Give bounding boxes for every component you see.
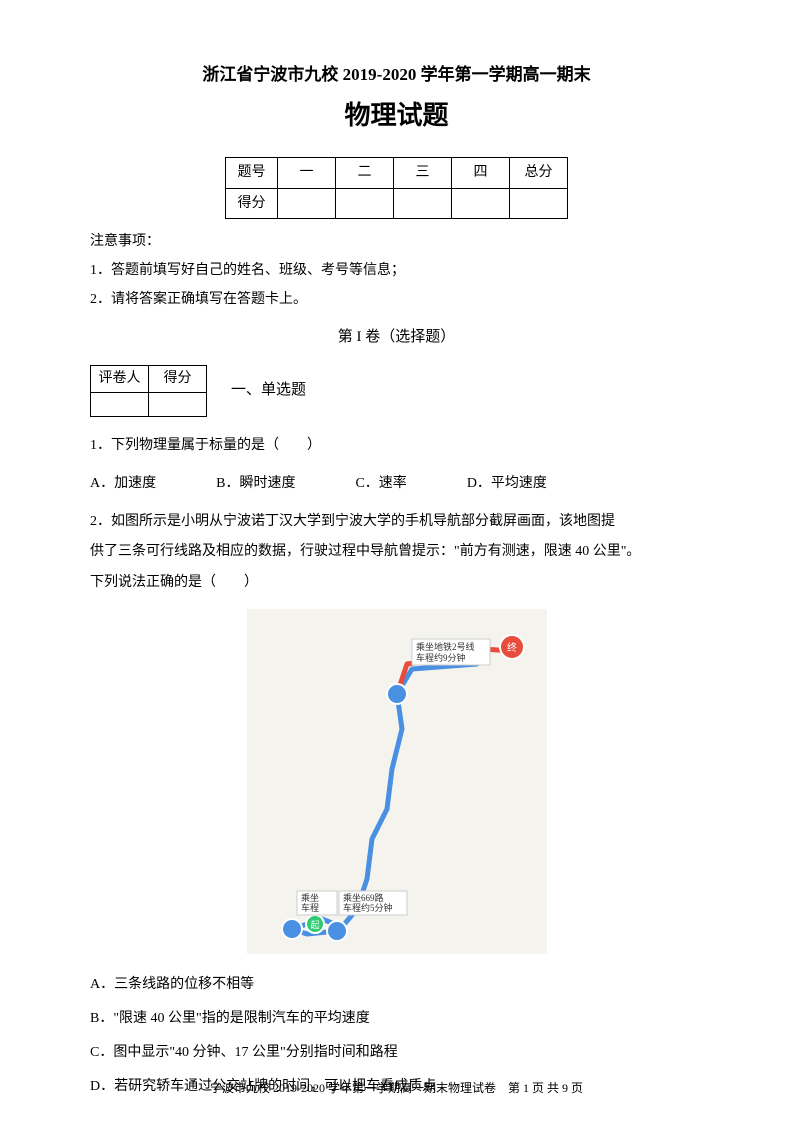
q2-stem: 2．如图所示是小明从宁波诺丁汉大学到宁波大学的手机导航部分截屏画面，该地图提 供… [90,507,703,599]
map-label-b2-l1: 乘坐669路 [343,892,384,903]
start-marker-1 [282,919,302,939]
q1-opt-d: D．平均速度 [467,471,547,496]
q1-options: A．加速度 B．瞬时速度 C．速率 D．平均速度 [90,471,703,496]
subsection-title: 一、单选题 [231,377,306,404]
score-table: 题号 一 二 三 四 总分 得分 [225,157,568,218]
notice-item-1: 1．答题前填写好自己的姓名、班级、考号等信息； [90,258,703,283]
q2-opt-c: C．图中显示"40 分钟、17 公里"分别指时间和路程 [90,1039,703,1067]
score-row-label: 得分 [226,188,278,218]
map-label-b2-l2: 车程约5分钟 [343,902,393,913]
score-cell [452,188,510,218]
map-svg: 终 起 乘坐地铁2号线 车程约9分钟 乘坐 车程 乘坐669路 车程约5分钟 [247,609,547,954]
score-col-3: 三 [394,158,452,188]
section-1-title: 第 I 卷（选择题） [90,324,703,351]
q2-stem-3: 下列说法正确的是（ ） [90,575,258,590]
q2-stem-1: 2．如图所示是小明从宁波诺丁汉大学到宁波大学的手机导航部分截屏画面，该地图提 [90,514,615,529]
score-cell [336,188,394,218]
score-col-1: 一 [278,158,336,188]
end-marker-text: 终 [507,641,517,654]
start-marker-text: 起 [310,920,319,930]
title-line1: 浙江省宁波市九校 2019-2020 学年第一学期高一期末 [90,60,703,91]
map-label-top-l1: 乘坐地铁2号线 [416,641,475,652]
title-line2: 物理试题 [90,93,703,140]
grader-cell [91,392,149,416]
notice-item-2: 2．请将答案正确填写在答题卡上。 [90,287,703,312]
grader-row: 评卷人 得分 一、单选题 [90,365,703,416]
notice-title: 注意事项： [90,229,703,254]
score-col-total: 总分 [510,158,568,188]
score-cell [510,188,568,218]
q1-opt-b: B．瞬时速度 [216,471,295,496]
grader-col-2: 得分 [149,366,207,392]
grader-cell [149,392,207,416]
q1-opt-c: C．速率 [355,471,406,496]
mid-marker [387,684,407,704]
q1-stem: 1．下列物理量属于标量的是（ ） [90,431,703,462]
score-cell [278,188,336,218]
grader-table: 评卷人 得分 [90,365,207,416]
score-cell [394,188,452,218]
score-header-label: 题号 [226,158,278,188]
map-label-top-l2: 车程约9分钟 [416,652,466,663]
map-label-b1-l1: 乘坐 [301,892,319,903]
score-col-2: 二 [336,158,394,188]
map-figure: 终 起 乘坐地铁2号线 车程约9分钟 乘坐 车程 乘坐669路 车程约5分钟 [90,609,703,963]
q1-opt-a: A．加速度 [90,471,156,496]
map-label-b1-l2: 车程 [301,902,319,913]
page-footer: 宁波市九校 2019-2020 学年第一学期高一期末物理试卷 第 1 页 共 9… [0,1078,793,1100]
grader-col-1: 评卷人 [91,366,149,392]
start-marker-2 [327,921,347,941]
q2-opt-b: B．"限速 40 公里"指的是限制汽车的平均速度 [90,1005,703,1033]
score-col-4: 四 [452,158,510,188]
q2-stem-2: 供了三条可行线路及相应的数据，行驶过程中导航曾提示："前方有测速，限速 40 公… [90,544,640,559]
q2-opt-a: A．三条线路的位移不相等 [90,971,703,999]
